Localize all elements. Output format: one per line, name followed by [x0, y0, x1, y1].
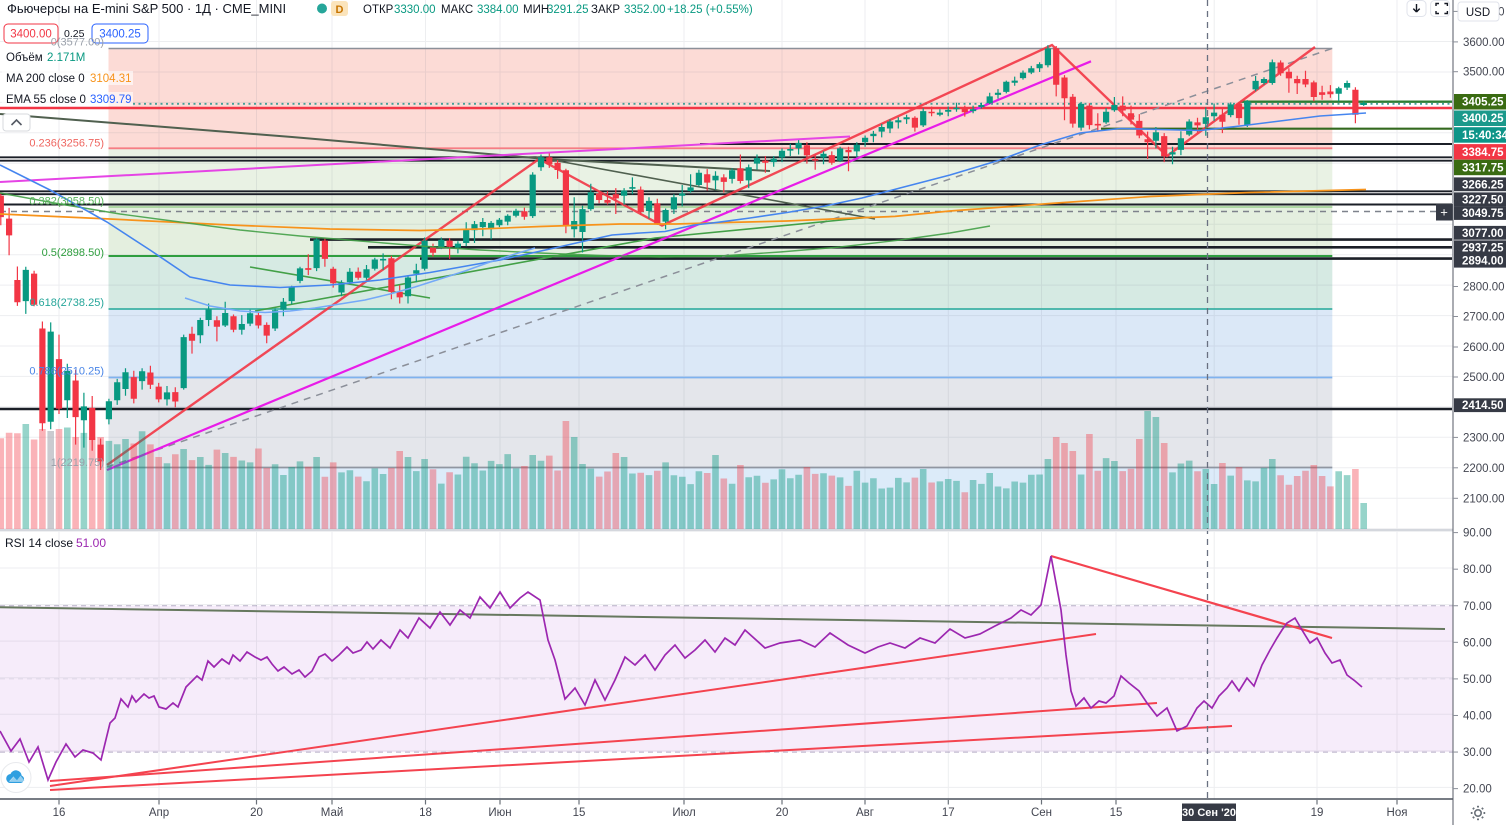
svg-text:ОТКР: ОТКР	[363, 4, 394, 16]
svg-text:20: 20	[250, 807, 263, 819]
svg-text:3400.25: 3400.25	[1462, 113, 1504, 125]
svg-text:3227.50: 3227.50	[1462, 194, 1504, 206]
svg-text:ЗАКР: ЗАКР	[591, 4, 620, 16]
svg-text:D: D	[336, 4, 344, 16]
svg-text:Объём: Объём	[6, 52, 43, 64]
svg-text:2800.00: 2800.00	[1463, 282, 1505, 294]
svg-text:3104.31: 3104.31	[90, 73, 132, 85]
svg-text:3352.00: 3352.00	[624, 4, 666, 16]
svg-text:EMA 55 close 0: EMA 55 close 0	[6, 94, 86, 106]
svg-text:30 Сен '20: 30 Сен '20	[1182, 807, 1236, 819]
svg-text:Авг: Авг	[856, 807, 874, 819]
svg-text:MA 200 close 0: MA 200 close 0	[6, 73, 85, 85]
svg-text:0.618(2738.25): 0.618(2738.25)	[29, 297, 104, 309]
svg-text:51.00: 51.00	[76, 536, 106, 550]
svg-text:2.171M: 2.171M	[47, 52, 85, 64]
svg-text:2500.00: 2500.00	[1463, 372, 1505, 384]
svg-text:17: 17	[942, 807, 955, 819]
svg-text:2894.00: 2894.00	[1462, 256, 1504, 268]
svg-text:2414.50: 2414.50	[1462, 400, 1504, 412]
svg-text:2937.25: 2937.25	[1462, 242, 1504, 254]
svg-text:+18.25 (+0.55%): +18.25 (+0.55%)	[667, 4, 753, 16]
svg-text:3330.00: 3330.00	[394, 4, 436, 16]
svg-text:Апр: Апр	[149, 807, 169, 819]
svg-text:20.00: 20.00	[1463, 784, 1492, 796]
svg-text:2300.00: 2300.00	[1463, 432, 1505, 444]
svg-text:1(2219.75): 1(2219.75)	[51, 457, 104, 469]
svg-text:3500.00: 3500.00	[1463, 67, 1505, 79]
svg-text:90.00: 90.00	[1463, 528, 1492, 540]
svg-text:МАКС: МАКС	[441, 4, 473, 16]
svg-text:30.00: 30.00	[1463, 747, 1492, 759]
svg-text:0(3577.00): 0(3577.00)	[51, 37, 104, 49]
svg-text:60.00: 60.00	[1463, 637, 1492, 649]
svg-text:3291.25: 3291.25	[547, 4, 589, 16]
svg-text:0.382(3058.50): 0.382(3058.50)	[29, 196, 104, 208]
svg-text:80.00: 80.00	[1463, 564, 1492, 576]
svg-text:40.00: 40.00	[1463, 711, 1492, 723]
svg-text:2700.00: 2700.00	[1463, 312, 1505, 324]
svg-text:18: 18	[419, 807, 432, 819]
svg-text:Июн: Июн	[488, 807, 511, 819]
svg-text:0.236(3256.75): 0.236(3256.75)	[29, 138, 104, 150]
svg-text:3600.00: 3600.00	[1463, 37, 1505, 49]
svg-text:19: 19	[1311, 807, 1324, 819]
svg-text:3384.75: 3384.75	[1462, 147, 1504, 159]
svg-text:3049.75: 3049.75	[1462, 208, 1504, 220]
svg-text:15: 15	[573, 807, 586, 819]
svg-text:3077.00: 3077.00	[1462, 228, 1504, 240]
svg-text:3405.25: 3405.25	[1462, 97, 1504, 109]
svg-text:2600.00: 2600.00	[1463, 342, 1505, 354]
svg-text:3400.00: 3400.00	[10, 29, 52, 41]
svg-text:Фьючерсы на E-mini S&P 500 · 1: Фьючерсы на E-mini S&P 500 · 1Д · CME_MI…	[7, 1, 286, 16]
svg-text:70.00: 70.00	[1463, 601, 1492, 613]
svg-text:16: 16	[53, 807, 66, 819]
svg-text:15:40:34: 15:40:34	[1462, 130, 1506, 142]
svg-text:+: +	[1440, 205, 1448, 220]
svg-text:50.00: 50.00	[1463, 674, 1492, 686]
svg-text:МИН: МИН	[523, 4, 549, 16]
svg-text:RSI 14 close: RSI 14 close	[5, 536, 73, 550]
svg-text:2100.00: 2100.00	[1463, 493, 1505, 505]
svg-text:0.786(2510.25): 0.786(2510.25)	[29, 366, 104, 378]
svg-text:USD: USD	[1466, 7, 1490, 19]
svg-text:3400.25: 3400.25	[99, 29, 141, 41]
svg-text:20: 20	[776, 807, 789, 819]
svg-text:3384.00: 3384.00	[477, 4, 519, 16]
svg-text:Июл: Июл	[672, 807, 695, 819]
svg-text:Май: Май	[321, 807, 344, 819]
svg-text:2200.00: 2200.00	[1463, 463, 1505, 475]
svg-text:Сен: Сен	[1031, 807, 1052, 819]
svg-text:Ноя: Ноя	[1387, 807, 1408, 819]
svg-text:3317.75: 3317.75	[1462, 162, 1504, 174]
svg-text:3309.79: 3309.79	[90, 94, 132, 106]
svg-text:0.5(2898.50): 0.5(2898.50)	[42, 247, 104, 259]
svg-text:3266.25: 3266.25	[1462, 179, 1504, 191]
svg-text:15: 15	[1110, 807, 1123, 819]
svg-text:0.25: 0.25	[64, 28, 85, 40]
